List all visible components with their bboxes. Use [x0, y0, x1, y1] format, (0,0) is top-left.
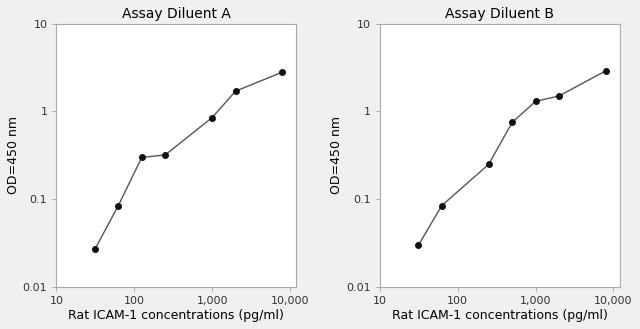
Title: Assay Diluent B: Assay Diluent B	[445, 7, 554, 21]
X-axis label: Rat ICAM-1 concentrations (pg/ml): Rat ICAM-1 concentrations (pg/ml)	[68, 309, 284, 322]
Y-axis label: OD=450 nm: OD=450 nm	[330, 116, 344, 194]
X-axis label: Rat ICAM-1 concentrations (pg/ml): Rat ICAM-1 concentrations (pg/ml)	[392, 309, 607, 322]
Title: Assay Diluent A: Assay Diluent A	[122, 7, 230, 21]
Y-axis label: OD=450 nm: OD=450 nm	[7, 116, 20, 194]
